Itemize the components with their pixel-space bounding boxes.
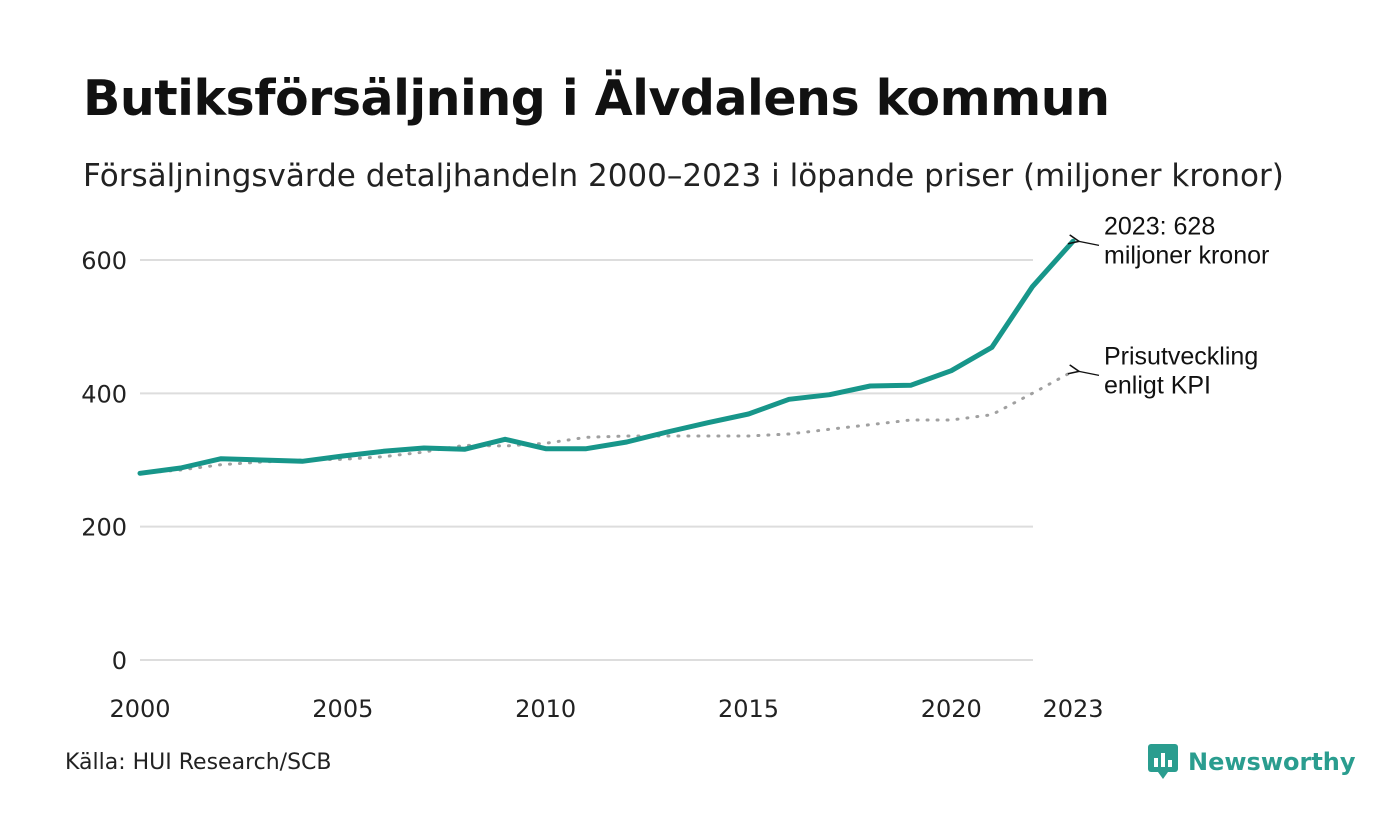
x-tick-label-2020: 2020 [921,695,982,723]
annotation-label-1-1: enligt KPI [1104,371,1211,399]
y-tick-label-400: 400 [81,380,127,408]
sales-line [137,238,1076,476]
x-tick-label-2000: 2000 [109,695,170,723]
y-tick-label-200: 200 [81,514,127,542]
chart-subtitle: Försäljningsvärde detaljhandeln 2000–202… [83,158,1284,194]
chart-title: Butiksförsäljning i Älvdalens kommun [83,70,1110,127]
x-tick-label-2023: 2023 [1042,695,1103,723]
annotation-label-0-1: miljoner kronor [1104,241,1269,269]
kpi-line [138,369,1075,475]
y-tick-label-0: 0 [112,647,127,675]
x-tick-label-2005: 2005 [312,695,373,723]
x-tick-label-2015: 2015 [718,695,779,723]
y-tick-label-600: 600 [81,247,127,275]
annotation-arrow-1 [1079,371,1100,376]
annotation-arrow-0 [1079,241,1100,246]
newsworthy-logo-icon [1148,744,1178,779]
brand-logo: Newsworthy [1148,744,1356,780]
source-note: Källa: HUI Research/SCB [65,750,332,775]
annotation-label-1-0: Prisutveckling [1104,342,1258,370]
annotation-label-0-0: 2023: 628 [1104,212,1215,240]
brand-name: Newsworthy [1188,748,1356,776]
x-tick-label-2010: 2010 [515,695,576,723]
